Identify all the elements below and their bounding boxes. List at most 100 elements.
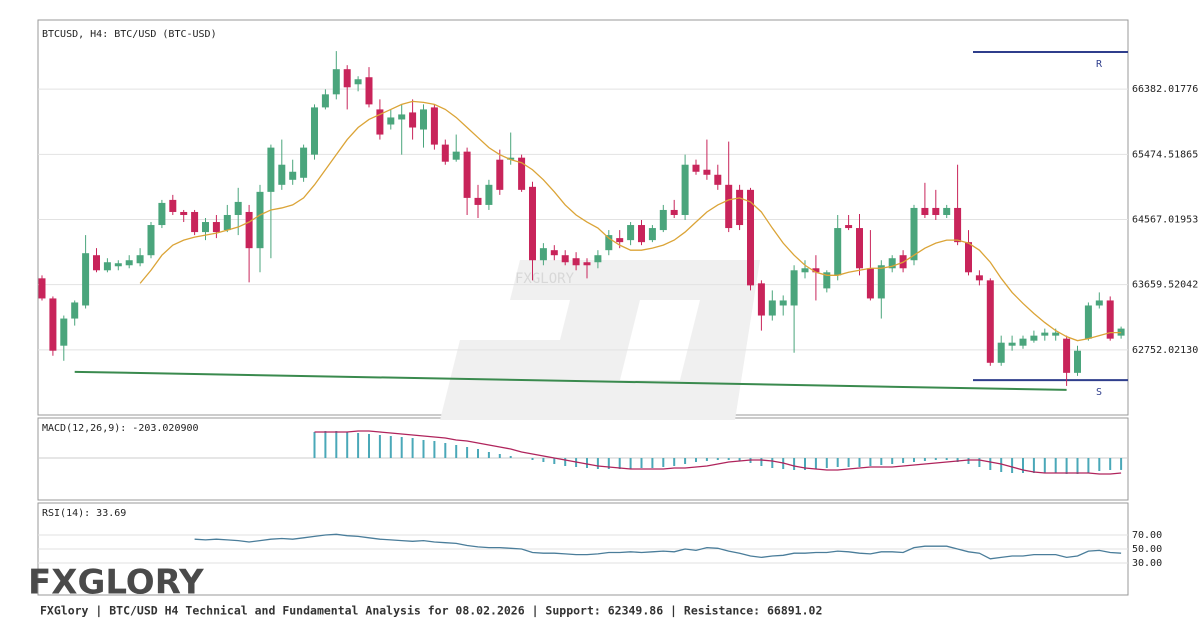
candle-body [60,318,68,346]
candle-body [245,211,253,249]
candle-body [965,242,972,273]
level-label: R [1096,59,1103,70]
candle-body [1052,332,1060,336]
candle-body [441,144,449,162]
macd-bar [466,447,469,458]
candle-body [289,171,297,180]
macd-bar [945,458,948,460]
candle-body [627,225,635,241]
logo: FXGLORY [28,563,204,603]
candle-body [659,209,667,231]
macd-bar [858,458,861,467]
candle-body [1095,300,1103,306]
macd-bar [847,458,850,467]
candle-body [910,207,918,261]
candle-body [877,265,885,299]
macd-bar [553,458,556,464]
macd-bar [1022,458,1024,473]
macd-bar [1032,458,1035,473]
macd-bar [324,431,327,458]
footer: FXGlory | BTC/USD H4 Technical and Funda… [40,604,822,618]
candle-body [398,114,406,120]
candle-body [93,255,100,271]
candle-body [147,225,155,256]
candle-body [1074,350,1081,373]
candle-body [888,258,896,269]
macd-bar [705,458,708,461]
macd-bar [596,458,599,469]
candle-body [387,117,395,125]
macd-bar [433,441,436,458]
candle-body [757,283,765,316]
macd-bar [913,458,915,462]
candle-body [409,112,417,128]
macd-bar [989,458,992,470]
candle-body [539,248,547,261]
candle-body [845,225,853,229]
macd-bar [793,458,796,470]
candle-body [496,159,504,190]
candle-body [801,268,809,273]
candle-body [136,255,144,264]
candle-body [71,302,79,319]
macd-bar [825,458,828,468]
moving-average [139,100,1122,342]
macd-bar [1109,458,1112,470]
candle-body [583,262,591,266]
candle-body [343,69,351,88]
candle-body [300,147,308,178]
candle-body [49,298,57,351]
macd-bar [1120,458,1123,470]
macd-bar [368,434,370,458]
candle-body [354,79,362,85]
candle-body [103,262,111,271]
macd-bar [760,458,763,466]
candle-body [529,186,536,261]
macd-bar [640,458,643,468]
rsi-line [194,533,1122,560]
candle-body [943,207,951,215]
macd-bar [836,458,839,467]
candle-body [38,278,46,299]
macd-bar [444,443,447,458]
candle-body [823,272,831,289]
candle-body [212,222,220,233]
candle-body [986,280,994,363]
candle-body [518,157,526,190]
macd-bar [542,458,545,462]
macd-bar [564,458,567,466]
macd-bar [586,458,588,468]
macd-bar [477,449,479,458]
candle-body [648,228,656,241]
candle-body [278,164,286,185]
macd-bar [1000,458,1003,472]
candle-body [420,109,427,130]
macd-bar [607,458,610,469]
macd-bar [400,437,403,458]
macd-bar [1076,458,1079,474]
candle-body [616,238,624,243]
candle-body [561,255,569,263]
macd-bar [1065,458,1068,474]
candle-body [997,342,1005,363]
macd-bar [1054,458,1057,473]
candle-body [223,214,231,231]
macd-bar [814,458,817,469]
y-tick-label: 64567.01953 [1132,215,1198,226]
candle-body [430,107,438,145]
candle-body [1106,300,1114,339]
candle-body [1030,335,1038,341]
macd-title: MACD(12,26,9): -203.020900 [42,423,199,434]
rsi-title: RSI(14): 33.69 [42,508,126,519]
y-tick-label: 70.00 [1132,530,1162,541]
candle-body [158,202,166,226]
macd-bar [422,440,425,458]
macd-bar [934,458,937,460]
candle-body [463,151,471,198]
candle-body [747,189,754,286]
candle-body [180,211,188,215]
candle-body [954,207,962,243]
macd-bar [531,458,534,460]
macd-bar [902,458,905,463]
macd-bar [389,436,392,458]
